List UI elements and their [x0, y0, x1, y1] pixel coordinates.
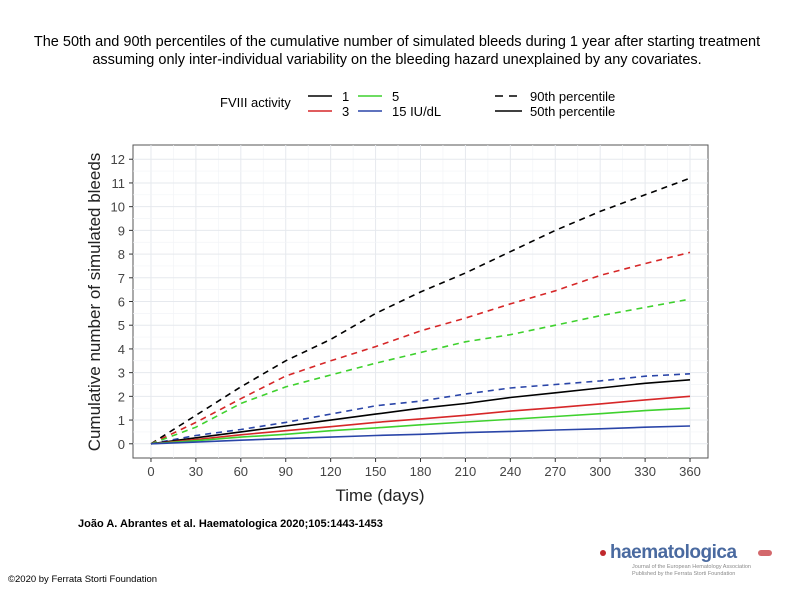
y-tick-label: 2	[118, 389, 125, 404]
x-tick-label: 300	[589, 464, 611, 479]
y-tick-label: 8	[118, 247, 125, 262]
x-tick-label: 270	[544, 464, 566, 479]
x-axis-label: Time (days)	[335, 486, 424, 505]
logo-mark-icon	[600, 550, 606, 556]
x-tick-label: 30	[189, 464, 203, 479]
logo-line2: Published by the Ferrata Storti Foundati…	[632, 571, 736, 577]
legend-label-linetype: 90th percentile	[530, 89, 615, 104]
y-tick-label: 5	[118, 318, 125, 333]
y-axis-label: Cumulative number of simulated bleeds	[85, 153, 104, 452]
citation: João A. Abrantes et al. Haematologica 20…	[78, 518, 383, 530]
series-group	[150, 177, 691, 445]
axes: 0 30 60 90 120 150 180 210 240 270 300 330 360012345…	[111, 152, 701, 479]
slide-title: The 50th and 90th percentiles of the cum…	[33, 34, 761, 68]
x-tick-label: 150	[365, 464, 387, 479]
x-tick-label: 180	[410, 464, 432, 479]
series-line-15IUdL-90th	[150, 373, 691, 445]
x-tick-label: 330	[634, 464, 656, 479]
y-tick-label: 11	[112, 176, 126, 191]
y-tick-label: 3	[118, 366, 125, 381]
copyright: ©2020 by Ferrata Storti Foundation	[8, 574, 158, 585]
logo-name: haematologica	[610, 542, 737, 563]
x-tick-label: 90	[279, 464, 293, 479]
y-tick-label: 10	[111, 200, 125, 215]
y-tick-label: 1	[118, 413, 125, 428]
y-tick-label: 12	[111, 152, 125, 167]
legend: FVIII activity 13 515 IU/dL 90th percentil…	[220, 89, 615, 119]
x-tick-label: 240	[499, 464, 521, 479]
series-line-15IUdL-50th	[150, 425, 691, 445]
y-tick-label: 7	[118, 271, 125, 286]
grid	[133, 145, 708, 458]
legend-label-color: 1	[342, 89, 349, 104]
x-tick-label: 210	[455, 464, 477, 479]
x-tick-label: 360	[679, 464, 701, 479]
y-tick-label: 4	[118, 342, 125, 357]
legend-label-color: 5	[392, 89, 399, 104]
y-tick-label: 9	[118, 223, 125, 238]
series-line-1-50th	[150, 379, 691, 445]
logo-line1: Journal of the European Hematology Assoc…	[632, 564, 751, 570]
y-tick-label: 0	[118, 437, 125, 452]
series-line-5-50th	[150, 407, 691, 445]
y-tick-label: 6	[118, 295, 125, 310]
x-tick-label: 60	[234, 464, 248, 479]
legend-label-linetype: 50th percentile	[530, 104, 615, 119]
x-tick-label: 120	[320, 464, 342, 479]
legend-label-color: 15 IU/dL	[392, 104, 441, 119]
series-line-1-90th	[150, 177, 691, 445]
series-line-3-90th	[150, 251, 691, 445]
x-tick-label: 0	[147, 464, 154, 479]
series-line-3-50th	[150, 395, 691, 445]
legend-label-color: 3	[342, 104, 349, 119]
logo-ornament-icon	[758, 550, 772, 556]
haematologica-logo: haematologica Journal of the European He…	[600, 542, 780, 578]
legend-title: FVIII activity	[220, 95, 291, 110]
